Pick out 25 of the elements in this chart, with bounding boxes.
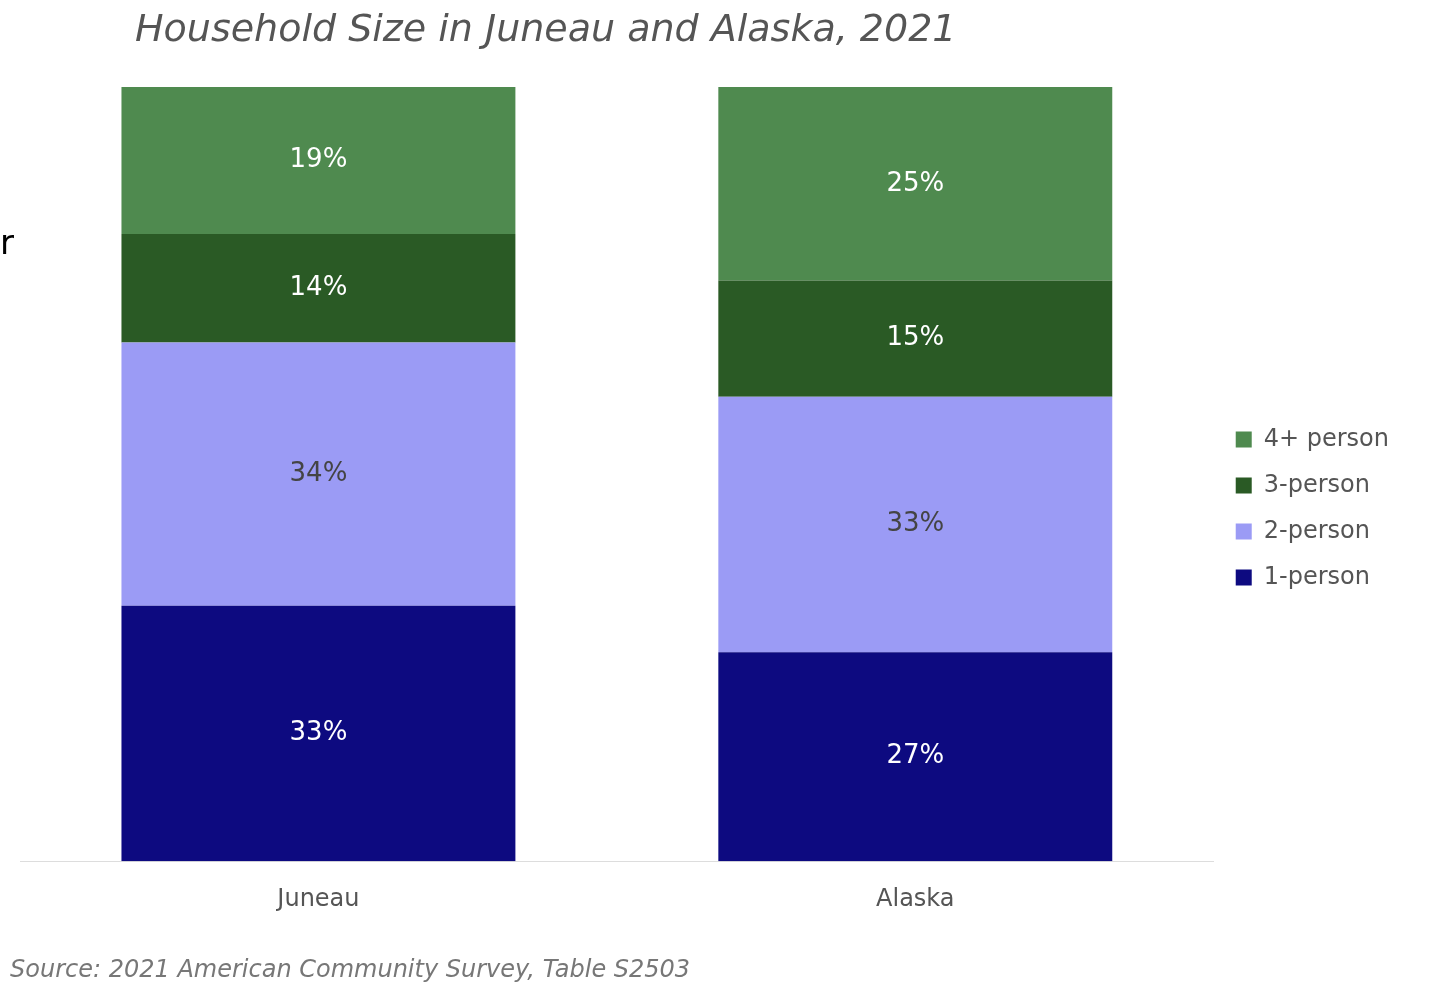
legend-label: 3-person bbox=[1263, 469, 1370, 498]
bar bbox=[718, 87, 1113, 281]
legend-label: 4+ person bbox=[1263, 423, 1390, 452]
bar bbox=[121, 342, 516, 606]
data-label: 34% bbox=[289, 456, 348, 487]
bar bbox=[121, 234, 516, 343]
data-label: 33% bbox=[886, 507, 945, 538]
source-note: Source: 2021 American Community Survey, Table S2503 bbox=[10, 955, 691, 983]
bar bbox=[121, 605, 516, 862]
bar bbox=[718, 396, 1113, 653]
data-label: 33% bbox=[289, 716, 348, 747]
chart-title: Household Size in Juneau and Alaska, 2021 bbox=[135, 6, 957, 50]
bar bbox=[121, 87, 516, 235]
x-tick-label: Alaska bbox=[876, 883, 955, 912]
bar bbox=[718, 652, 1113, 862]
data-label: 15% bbox=[886, 321, 945, 352]
data-label: 25% bbox=[886, 166, 945, 197]
bar bbox=[718, 280, 1113, 397]
data-label: 27% bbox=[886, 739, 945, 770]
legend-label: 2-person bbox=[1263, 515, 1370, 544]
legend-label: 1-person bbox=[1263, 561, 1370, 590]
text: r bbox=[0, 222, 14, 262]
x-tick-label: Juneau bbox=[275, 883, 360, 912]
data-label: 19% bbox=[289, 143, 348, 174]
data-label: 14% bbox=[289, 271, 348, 302]
